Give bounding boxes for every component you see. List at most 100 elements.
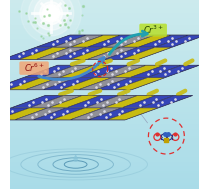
Bar	[10, 24, 198, 26]
Bar	[10, 40, 198, 43]
Polygon shape	[2, 35, 206, 60]
Bar	[10, 109, 198, 111]
Polygon shape	[54, 35, 103, 47]
Polygon shape	[123, 96, 173, 108]
Bar	[10, 80, 198, 83]
Polygon shape	[0, 78, 40, 90]
Bar	[10, 97, 198, 99]
Bar	[10, 57, 198, 59]
Polygon shape	[54, 47, 103, 59]
Bar	[10, 21, 198, 24]
FancyBboxPatch shape	[139, 24, 167, 36]
Bar	[10, 168, 198, 170]
Bar	[10, 130, 198, 132]
Bar	[10, 28, 198, 31]
Bar	[10, 47, 198, 50]
Polygon shape	[25, 65, 74, 77]
Bar	[10, 149, 198, 151]
Polygon shape	[52, 108, 103, 120]
Polygon shape	[71, 47, 120, 59]
Polygon shape	[71, 108, 121, 120]
Bar	[10, 180, 198, 182]
Bar	[10, 139, 198, 142]
Polygon shape	[97, 78, 147, 90]
Polygon shape	[88, 35, 137, 47]
Bar	[10, 128, 198, 130]
Bar	[10, 184, 198, 187]
Bar	[10, 83, 198, 85]
Polygon shape	[86, 96, 136, 108]
Bar	[10, 9, 198, 12]
Bar	[10, 187, 198, 189]
Polygon shape	[34, 108, 84, 120]
Polygon shape	[0, 108, 29, 120]
Bar	[10, 2, 198, 5]
Polygon shape	[122, 47, 171, 59]
Polygon shape	[62, 78, 111, 90]
Text: $Cr^{3+}$: $Cr^{3+}$	[142, 24, 164, 36]
Bar	[10, 165, 198, 168]
Text: $Cr^{6+}$: $Cr^{6+}$	[24, 62, 45, 74]
Polygon shape	[12, 96, 63, 108]
Circle shape	[43, 5, 59, 22]
Bar	[10, 102, 198, 104]
Bar	[10, 116, 198, 118]
Polygon shape	[37, 47, 86, 59]
Polygon shape	[0, 95, 193, 120]
FancyArrowPatch shape	[39, 57, 104, 80]
Bar	[10, 78, 198, 80]
Bar	[10, 161, 198, 163]
Bar	[10, 125, 198, 128]
Polygon shape	[26, 78, 76, 90]
Bar	[10, 87, 198, 90]
Bar	[10, 158, 198, 161]
Bar	[10, 31, 198, 33]
Bar	[10, 73, 198, 76]
Circle shape	[28, 0, 74, 36]
Bar	[10, 54, 198, 57]
Polygon shape	[122, 35, 171, 47]
Polygon shape	[37, 35, 86, 47]
Polygon shape	[141, 96, 192, 108]
Polygon shape	[113, 65, 163, 77]
Bar	[10, 153, 198, 156]
Bar	[10, 135, 198, 137]
Polygon shape	[105, 35, 154, 47]
Bar	[10, 132, 198, 135]
Polygon shape	[68, 96, 118, 108]
Bar	[10, 38, 198, 40]
Bar	[10, 36, 198, 38]
Bar	[10, 142, 198, 144]
Polygon shape	[42, 65, 92, 77]
Polygon shape	[88, 47, 137, 59]
FancyBboxPatch shape	[19, 61, 49, 75]
Polygon shape	[107, 108, 158, 120]
Bar	[10, 45, 198, 47]
Bar	[10, 113, 198, 116]
Bar	[10, 118, 198, 121]
Polygon shape	[31, 96, 81, 108]
Polygon shape	[71, 35, 120, 47]
Polygon shape	[49, 96, 100, 108]
Bar	[10, 177, 198, 180]
Bar	[10, 94, 198, 97]
Polygon shape	[131, 65, 181, 77]
Bar	[10, 0, 198, 2]
Bar	[10, 5, 198, 7]
Bar	[10, 66, 198, 69]
Bar	[10, 106, 198, 109]
Bar	[10, 144, 198, 146]
Polygon shape	[73, 154, 78, 159]
Circle shape	[40, 2, 62, 25]
Bar	[10, 99, 198, 102]
FancyArrowPatch shape	[109, 31, 147, 54]
Bar	[10, 92, 198, 94]
Bar	[10, 71, 198, 73]
Bar	[10, 69, 198, 71]
Polygon shape	[3, 47, 52, 59]
Polygon shape	[96, 65, 145, 77]
Bar	[10, 59, 198, 61]
Bar	[10, 170, 198, 172]
Polygon shape	[139, 35, 188, 47]
Polygon shape	[156, 35, 205, 47]
